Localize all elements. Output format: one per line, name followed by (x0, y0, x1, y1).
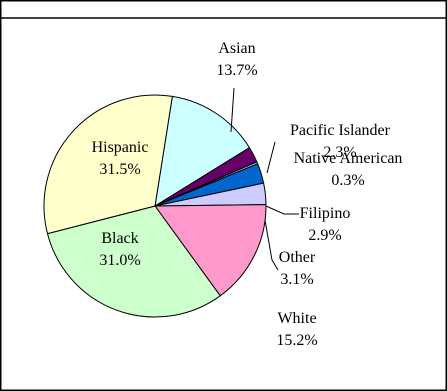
slice-value-label-hispanic: 31.5% (99, 161, 140, 178)
leader-line-other (264, 219, 279, 271)
slice-name-label-black: Black (101, 230, 138, 247)
leader-line-pacific-islander (266, 141, 276, 174)
slice-name-label-white: White (277, 310, 316, 327)
slice-name-label-pacific-islander: Pacific Islander (290, 122, 391, 139)
slice-name-label-hispanic: Hispanic (92, 139, 149, 156)
slice-value-label-pacific-islander: 2.3% (323, 144, 356, 161)
leader-lines (230, 87, 299, 271)
slice-name-label-native-american: Native American (294, 150, 403, 167)
leader-line-asian (230, 87, 235, 133)
pie-slice-asian (154, 95, 251, 207)
slice-value-label-black: 31.0% (99, 252, 140, 269)
slice-name-label-other: Other (279, 249, 316, 266)
pie-slice-white (154, 204, 267, 297)
pie-slices (43, 94, 267, 318)
slice-name-label-asian: Asian (218, 40, 255, 57)
slice-value-label-asian: 13.7% (216, 62, 257, 79)
slice-name-label-filipino: Filipino (300, 205, 351, 222)
slice-value-label-white: 15.2% (276, 332, 317, 349)
slice-labels: Asian 13.7% Pacific Islander 2.3%Native Ame… (92, 40, 403, 349)
pie-slice-black (46, 205, 221, 318)
leader-line-filipino (265, 205, 299, 215)
pie-slice-hispanic (43, 94, 173, 235)
slice-value-label-filipino: 2.9% (308, 227, 341, 244)
slice-value-label-native-american: 0.3% (331, 172, 364, 189)
slice-value-label-other: 3.1% (280, 271, 313, 288)
